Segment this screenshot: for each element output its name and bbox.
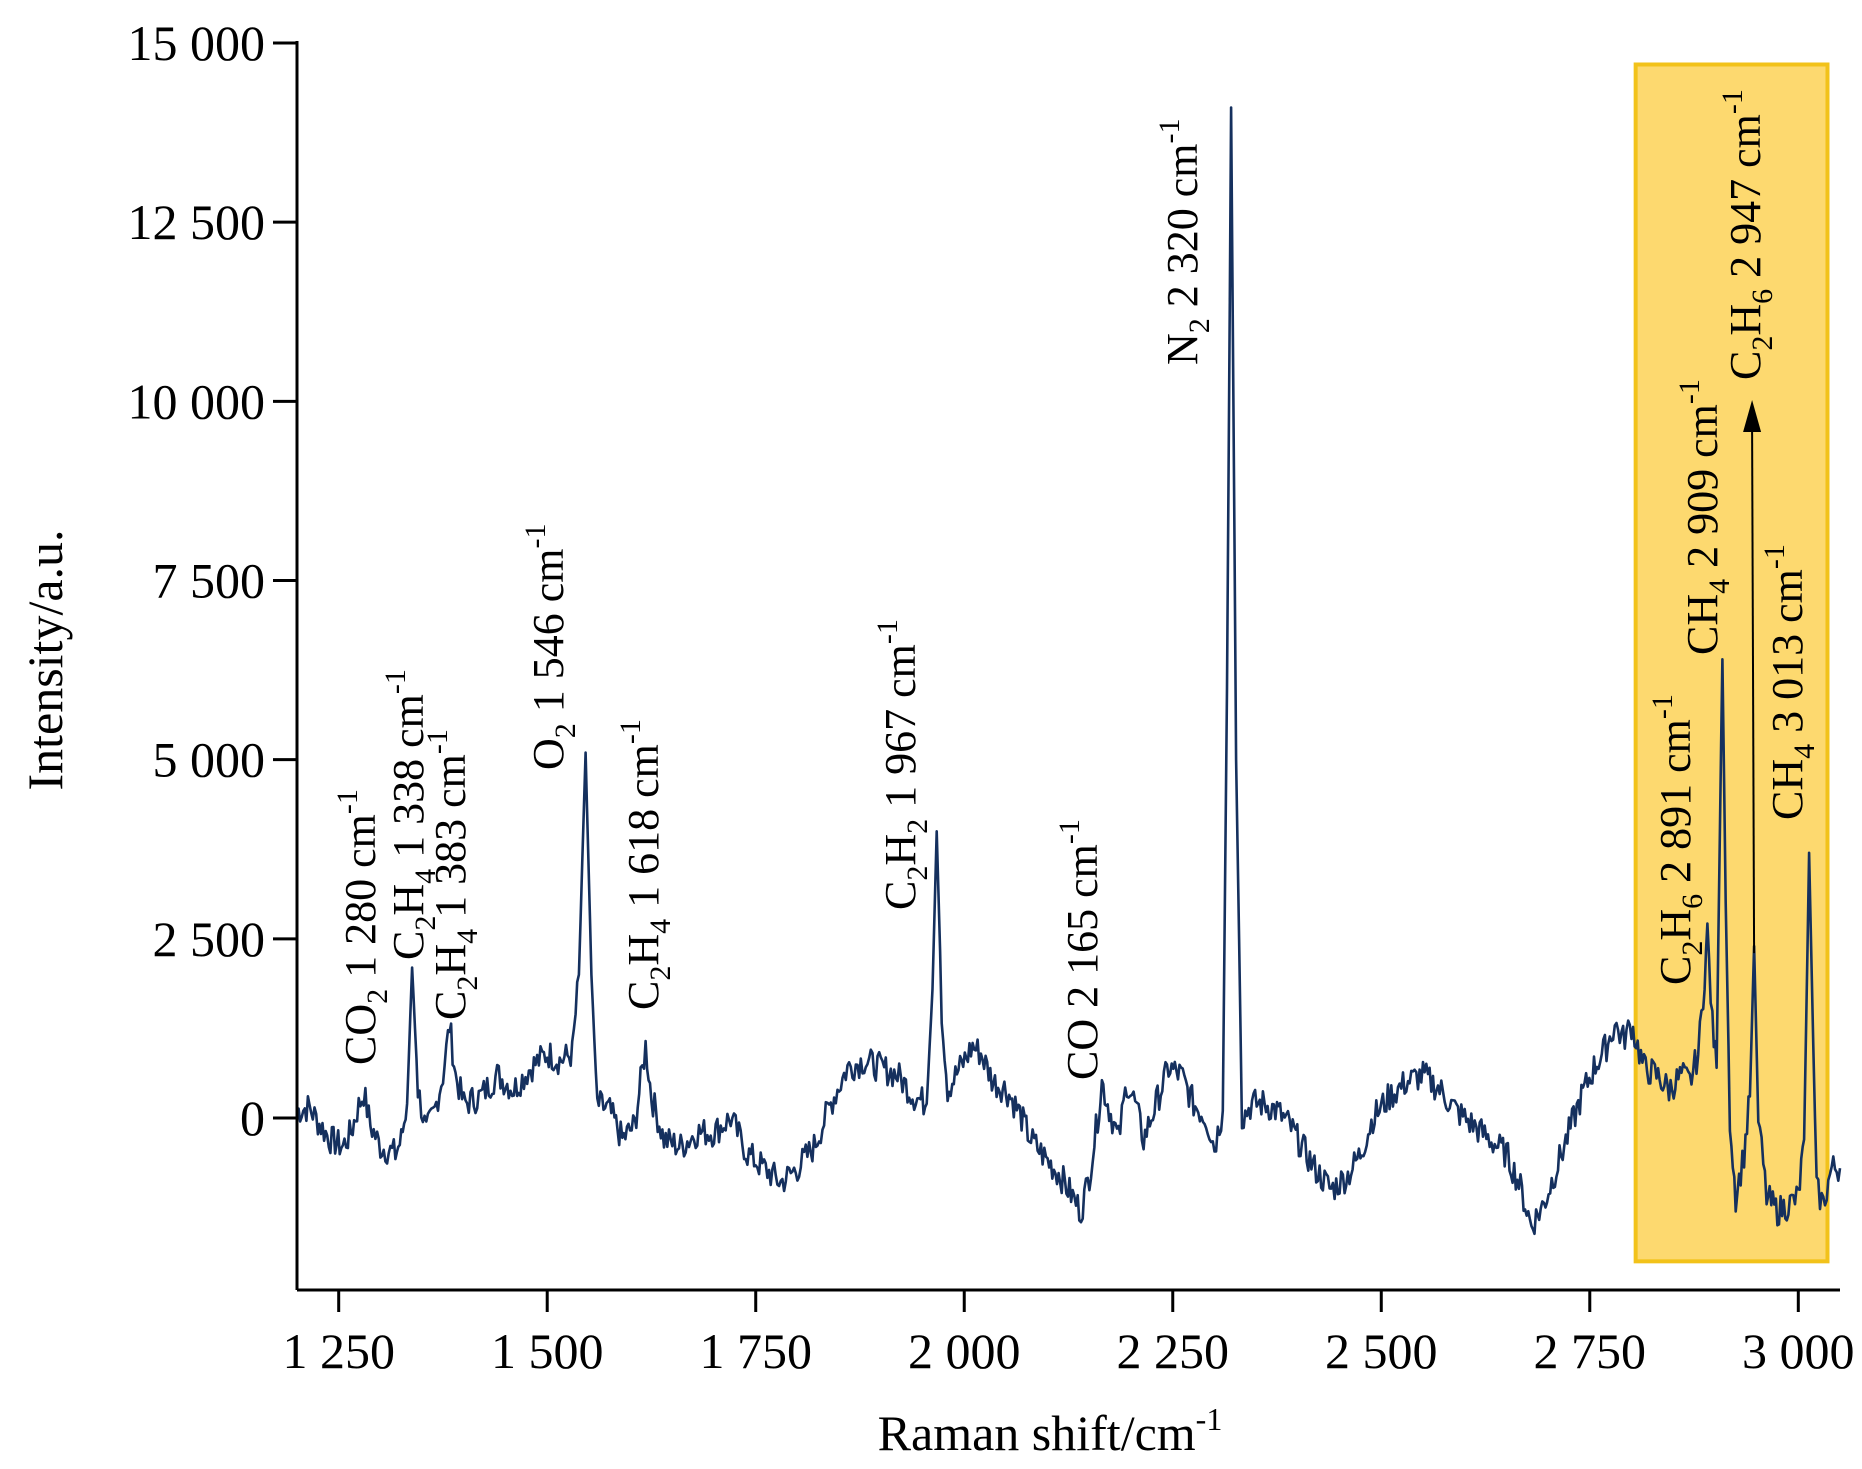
peak-label-wavenumber: 3 013 cm [1763,569,1812,744]
peak-label-wavenumber: 1 383 cm [426,754,475,929]
peak-label-wavenumber: 1 618 cm [619,744,668,919]
y-tick-label: 0 [240,1090,265,1146]
annotation-arrow-line [1751,429,1756,954]
peak-label-species: CO [336,1004,385,1065]
x-axis-label-sup: -1 [1196,1401,1223,1437]
peak-label-sub: 2 [901,866,934,881]
peak-label-sup: -1 [379,669,412,694]
y-tick-label: 10 000 [128,373,266,429]
y-axis-label: Intensity/a.u. [17,529,73,790]
peak-label-species2: H [1651,909,1700,941]
peak-label-2165: CO 2 165 cm-1 [1053,819,1107,1080]
x-tick-label: 2 750 [1534,1323,1647,1379]
peak-label-species: C [1721,351,1770,380]
peak-label-sub: 2 [644,966,677,981]
peak-label-wavenumber: 2 320 cm [1158,143,1207,318]
peak-label-sup: -1 [519,523,552,548]
peak-label-species2: H [384,884,433,916]
peak-label-sub: 2 [451,976,484,991]
peak-label-sup: -1 [1716,89,1749,114]
highlight-region-layer [1633,62,1830,1264]
peak-label-sup: -1 [1053,819,1086,844]
peak-label-species: CH [1678,594,1727,655]
peak-label-sub2: 4 [409,869,442,884]
peak-label-species: C [384,931,433,960]
spectrum-line-0 [295,106,1842,1236]
y-tick-label: 5 000 [153,732,266,788]
axes: 0 2 500 5 000 7 500 10 000 12 500 15 000 1 250 1… [128,15,1855,1379]
peak-label-sub2: 6 [1676,894,1709,909]
peak-label-species: N [1158,333,1207,365]
highlight-box [1633,62,1830,1264]
x-tick-label: 1 250 [282,1323,395,1379]
peak-label-sub: 4 [1788,744,1821,759]
peak-label-sup: -1 [331,789,364,814]
peak-label-sub2: 6 [1746,289,1779,304]
y-tick-label: 15 000 [128,15,266,71]
peak-label-sup: -1 [1153,118,1186,143]
x-tick-label: 1 750 [699,1323,812,1379]
peak-label-sub: 2 [1183,318,1216,333]
peak-label-3013: CH4 3 013 cm-1 [1758,544,1821,820]
peak-label-1338: C2H4 1 338 cm-1 [379,669,442,960]
peak-label-sub2: 2 [901,819,934,834]
peak-label-sub: 2 [361,989,394,1004]
y-tick-label: 7 500 [153,553,266,609]
x-tick-label: 2 000 [908,1323,1021,1379]
peak-label-2909: CH4 2 909 cm-1 [1673,379,1736,655]
peak-label-species: C [426,991,475,1020]
peak-label-wavenumber: 1 546 cm [524,548,573,723]
peak-label-sup: -1 [421,729,454,754]
annotation-arrow-head [1743,400,1762,432]
peak-label-wavenumber: 2 947 cm [1721,114,1770,289]
y-tick-label: 12 500 [128,194,266,250]
peak-label-sup: -1 [1646,694,1679,719]
peak-label-1383: C2H4 1 383 cm-1 [421,729,484,1020]
peak-label-sup: -1 [614,719,647,744]
peak-label-species: O [524,738,573,770]
x-axis-label: Raman shift/cm-1 [878,1401,1223,1461]
peak-label-sub: 2 [409,916,442,931]
peak-label-sup: -1 [1673,379,1706,404]
peak-label-sub: 2 [1746,336,1779,351]
peak-label-sup: -1 [1758,544,1791,569]
peak-label-sub: 2 [1676,941,1709,956]
peak-label-species: C [619,981,668,1010]
peak-label-species2: H [1721,304,1770,336]
peak-label-wavenumber: 1 967 cm [876,644,925,819]
peak-label-sub: 2 [549,723,582,738]
spectrum-series [295,106,1842,1236]
peak-label-1967: C2H2 1 967 cm-1 [871,619,934,910]
peak-label-1280: CO2 1 280 cm-1 [331,789,394,1065]
peak-label-1546: O2 1 546 cm-1 [519,523,582,770]
x-tick-label: 2 500 [1325,1323,1438,1379]
peak-label-species: CH [1763,759,1812,820]
x-tick-label: 1 500 [491,1323,604,1379]
peak-label-2891: C2H6 2 891 cm-1 [1646,694,1709,985]
peak-label-wavenumber: 1 280 cm [336,814,385,989]
peak-label-species: CO 2 165 cm [1058,844,1107,1080]
y-tick-label: 2 500 [153,911,266,967]
peak-label-2320: N2 2 320 cm-1 [1153,118,1216,365]
peak-label-sub2: 4 [644,919,677,934]
peak-label-wavenumber: 1 338 cm [384,694,433,869]
peak-label-sub2: 4 [451,929,484,944]
peak-label-sup: -1 [871,619,904,644]
peak-label-species2: H [619,934,668,966]
peak-label-species2: H [426,944,475,976]
peak-label-species: C [1651,956,1700,985]
peak-label-2947: C2H6 2 947 cm-1 [1716,89,1779,380]
peak-label-wavenumber: 2 891 cm [1651,719,1700,894]
x-tick-label: 3 000 [1742,1323,1855,1379]
peak-label-species: C [876,881,925,910]
peak-label-sub: 4 [1703,579,1736,594]
x-tick-label: 2 250 [1117,1323,1230,1379]
peak-label-species2: H [876,834,925,866]
peak-label-1618: C2H4 1 618 cm-1 [614,719,677,1010]
x-axis-label-text: Raman shift/cm [878,1405,1196,1461]
peak-label-wavenumber: 2 909 cm [1678,404,1727,579]
